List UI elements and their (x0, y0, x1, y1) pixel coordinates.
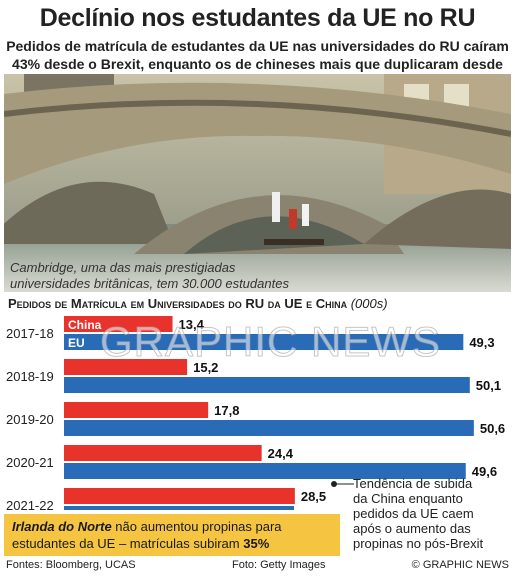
chart-axis-title: Pedidos de Matrícula em Universidades do… (8, 296, 388, 311)
bar-eu (64, 377, 470, 393)
value-label: 50,6 (480, 421, 505, 436)
note-line-1: Tendência de subida (353, 476, 473, 491)
bar-china (64, 402, 209, 418)
bar-china (64, 316, 173, 332)
chart-axis-title-unit: (000s) (350, 296, 388, 311)
value-label: 17,8 (214, 403, 239, 418)
category-label: 2021-22 (6, 498, 54, 510)
legend-label-china: China (68, 318, 102, 332)
bar-china (64, 445, 262, 461)
category-label: 2018-19 (6, 369, 54, 384)
northern-ireland-box: Irlanda do Norte não aumentou propinas p… (4, 514, 340, 556)
bar-eu (64, 506, 295, 510)
bridge-illustration (4, 74, 511, 292)
note-line-2: da China enquanto (353, 491, 463, 506)
trend-annotation: Tendência de subida da China enquanto pe… (353, 476, 513, 551)
note-line-3: pedidos da UE caem (353, 506, 474, 521)
footnote-region: Irlanda do Norte (12, 519, 112, 534)
legend-label-eu: EU (68, 336, 85, 350)
value-label: 24,4 (268, 446, 294, 461)
value-label: 15,2 (193, 360, 218, 375)
value-label: 13,4 (179, 317, 205, 332)
bar-china (64, 359, 188, 375)
category-label: 2019-20 (6, 412, 54, 427)
category-label: 2020-21 (6, 455, 54, 470)
sources-text: Fontes: Bloomberg, UCAS (6, 559, 136, 571)
bar-chart: 2017-18 13,4 China 49,3 EU 2018-19 15,2 50,1 201… (6, 316, 505, 510)
footnote-pct: 35% (243, 536, 270, 551)
category-label: 2017-18 (6, 326, 54, 341)
value-label: 28,5 (301, 489, 326, 504)
brand-credit: © GRAPHIC NEWS (411, 559, 509, 571)
value-label: 28,4 (300, 507, 326, 510)
cambridge-photo (4, 74, 511, 292)
chart-title-heading: Declínio nos estudantes da UE no RU (39, 4, 476, 32)
caption-line-2: universidades britânicas, tem 30.000 est… (10, 276, 289, 291)
caption-line-1: Cambridge, uma das mais prestigiadas (10, 260, 236, 275)
value-label: 49,6 (472, 464, 497, 479)
value-label: 50,1 (476, 378, 501, 393)
bar-eu (64, 334, 464, 350)
footnote-text: não aumentou propinas para estudantes da… (12, 519, 282, 551)
note-line-5: propinas no pós-Brexit (353, 536, 484, 551)
chart-axis-title-main: Pedidos de Matrícula em Universidades do… (8, 296, 348, 311)
bar-eu (64, 463, 466, 479)
note-line-4: após o aumento das (353, 521, 471, 536)
note-pointer (331, 481, 354, 487)
bar-eu (64, 420, 474, 436)
subtitle-line-1: Pedidos de matrícula de estudantes da UE… (6, 38, 509, 54)
photo-credit: Foto: Getty Images (232, 559, 326, 571)
photo-caption: Cambridge, uma das mais prestigiadas uni… (10, 260, 300, 292)
bar-china (64, 488, 295, 504)
value-label: 49,3 (469, 335, 494, 350)
